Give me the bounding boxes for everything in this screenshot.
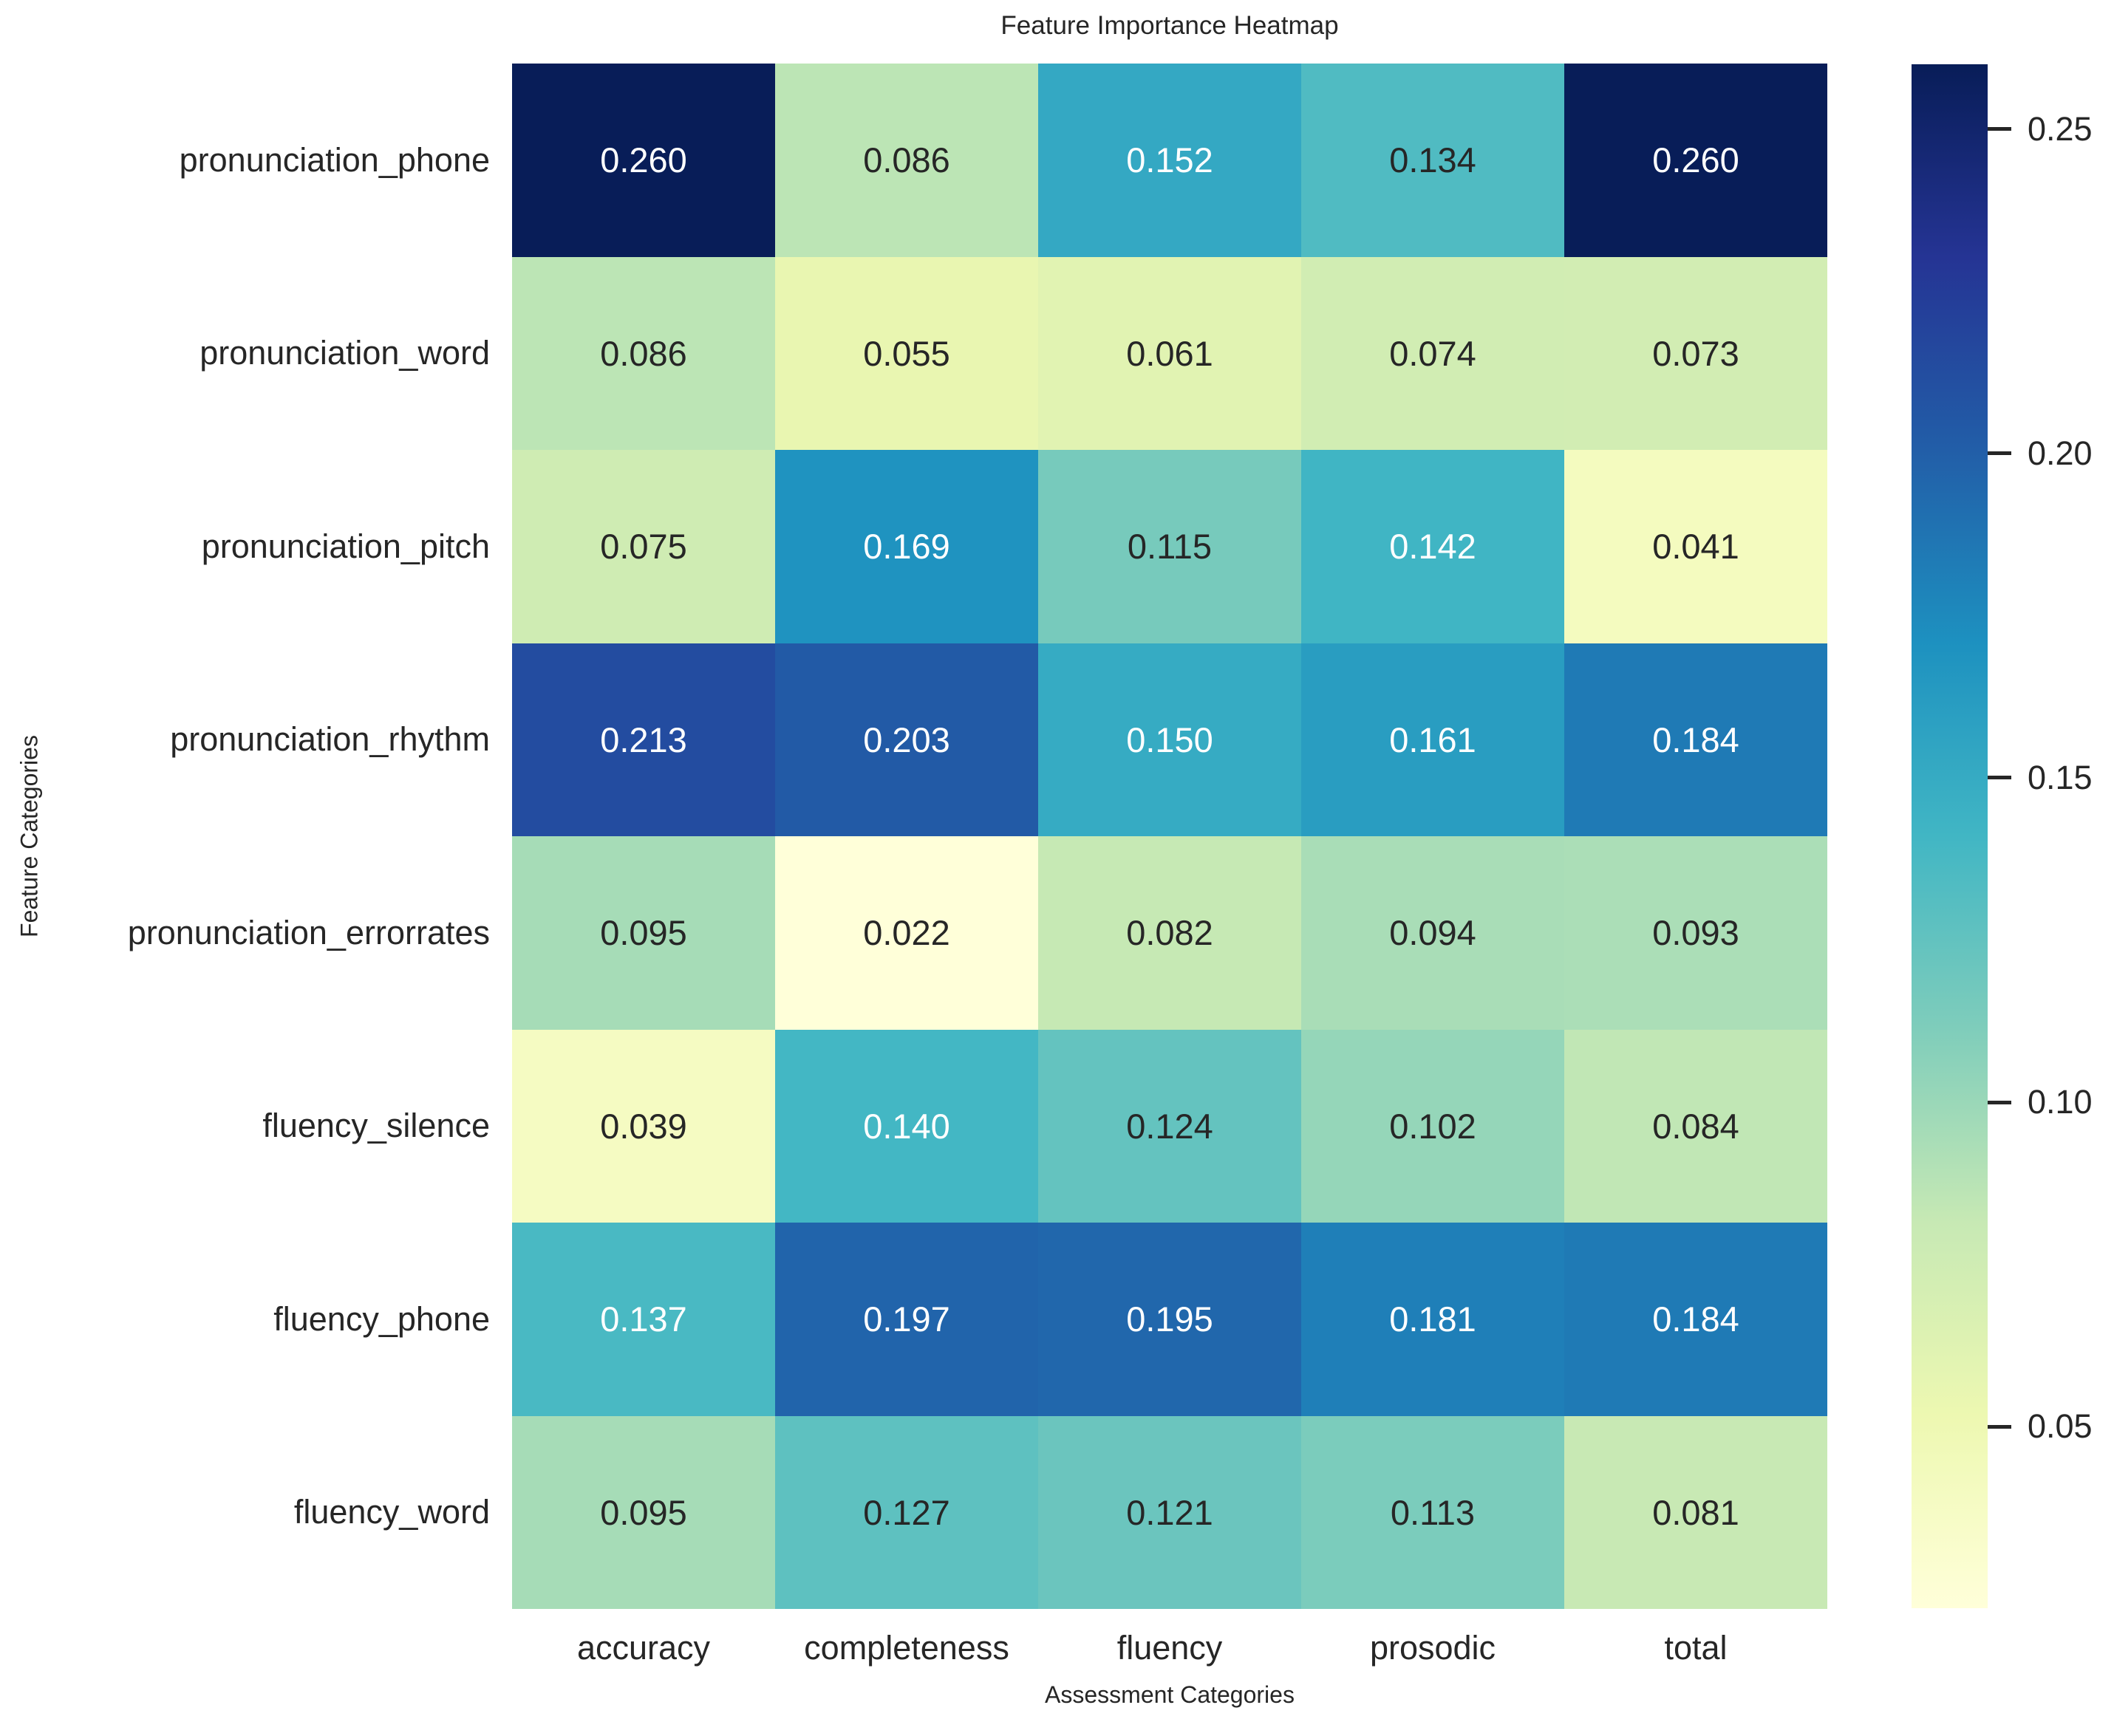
heatmap-cell: 0.095 xyxy=(512,1415,775,1609)
heatmap-cell: 0.140 xyxy=(775,1029,1038,1223)
heatmap-cell: 0.121 xyxy=(1038,1415,1301,1609)
heatmap-cell: 0.094 xyxy=(1301,836,1564,1030)
heatmap-cell: 0.055 xyxy=(775,256,1038,450)
heatmap-cell: 0.075 xyxy=(512,450,775,643)
heatmap-cell: 0.134 xyxy=(1301,64,1564,257)
heatmap-cell: 0.150 xyxy=(1038,643,1301,836)
heatmap-cell: 0.081 xyxy=(1564,1415,1827,1609)
heatmap-cell: 0.124 xyxy=(1038,1029,1301,1223)
heatmap-cell: 0.197 xyxy=(775,1223,1038,1416)
heatmap-cell: 0.260 xyxy=(1564,64,1827,257)
heatmap-cell: 0.260 xyxy=(512,64,775,257)
y-tick-label: pronunciation_word xyxy=(200,334,490,372)
heatmap-cell: 0.082 xyxy=(1038,836,1301,1030)
x-tick-label: fluency xyxy=(1116,1629,1223,1667)
heatmap-cell: 0.137 xyxy=(512,1223,775,1416)
heatmap-cell: 0.184 xyxy=(1564,1223,1827,1416)
heatmap-grid: 0.260 0.086 0.152 0.134 0.260 0.086 0.055 0.061… xyxy=(512,64,1827,1609)
heatmap-cell: 0.142 xyxy=(1301,450,1564,643)
colorbar-tick xyxy=(1988,1100,2011,1104)
heatmap-cell: 0.152 xyxy=(1038,64,1301,257)
heatmap-cell: 0.022 xyxy=(775,836,1038,1030)
colorbar-tick-label: 0.20 xyxy=(2028,434,2093,472)
heatmap-cell: 0.113 xyxy=(1301,1415,1564,1609)
colorbar-tick-label: 0.05 xyxy=(2028,1407,2093,1446)
heatmap-cell: 0.195 xyxy=(1038,1223,1301,1416)
x-tick-label: completeness xyxy=(804,1629,1009,1667)
colorbar-tick xyxy=(1988,1424,2011,1429)
colorbar-tick-label: 0.10 xyxy=(2028,1083,2093,1121)
heatmap-cell: 0.102 xyxy=(1301,1029,1564,1223)
x-tick-label: total xyxy=(1664,1629,1728,1667)
heatmap-cell: 0.184 xyxy=(1564,643,1827,836)
heatmap-cell: 0.093 xyxy=(1564,836,1827,1030)
y-tick-label: pronunciation_pitch xyxy=(201,527,490,565)
heatmap-cell: 0.213 xyxy=(512,643,775,836)
heatmap-cell: 0.084 xyxy=(1564,1029,1827,1223)
heatmap-cell: 0.095 xyxy=(512,836,775,1030)
heatmap-cell: 0.161 xyxy=(1301,643,1564,836)
heatmap-cell: 0.074 xyxy=(1301,256,1564,450)
y-tick-label: pronunciation_rhythm xyxy=(170,720,490,759)
heatmap-cell: 0.041 xyxy=(1564,450,1827,643)
y-tick-label: fluency_phone xyxy=(273,1299,490,1338)
y-axis-label: Feature Categories xyxy=(16,735,43,937)
x-axis-label: Assessment Categories xyxy=(1045,1681,1295,1708)
colorbar-tick-label: 0.25 xyxy=(2028,109,2093,148)
heatmap-cell: 0.073 xyxy=(1564,256,1827,450)
colorbar-tick xyxy=(1988,127,2011,131)
colorbar-tick-label: 0.15 xyxy=(2028,758,2093,796)
y-tick-label: pronunciation_phone xyxy=(179,140,490,179)
colorbar-tick xyxy=(1988,451,2011,456)
heatmap-cell: 0.061 xyxy=(1038,256,1301,450)
heatmap-cell: 0.039 xyxy=(512,1029,775,1223)
heatmap-cell: 0.169 xyxy=(775,450,1038,643)
x-tick-label: prosodic xyxy=(1369,1629,1496,1667)
colorbar xyxy=(1912,64,1988,1608)
heatmap-cell: 0.127 xyxy=(775,1415,1038,1609)
heatmap-cell: 0.115 xyxy=(1038,450,1301,643)
y-tick-label: fluency_word xyxy=(293,1493,490,1531)
x-tick-label: accuracy xyxy=(576,1629,711,1667)
heatmap-cell: 0.181 xyxy=(1301,1223,1564,1416)
colorbar-tick xyxy=(1988,776,2011,780)
heatmap-cell: 0.203 xyxy=(775,643,1038,836)
y-tick-label: fluency_silence xyxy=(262,1107,490,1145)
chart-title: Feature Importance Heatmap xyxy=(1000,11,1339,40)
y-tick-label: pronunciation_errorrates xyxy=(127,913,490,951)
heatmap-cell: 0.086 xyxy=(775,64,1038,257)
heatmap-cell: 0.086 xyxy=(512,256,775,450)
